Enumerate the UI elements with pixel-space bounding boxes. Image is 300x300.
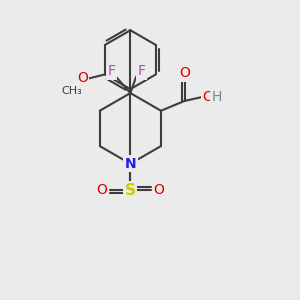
Text: F: F (108, 64, 116, 79)
Text: O: O (153, 183, 164, 197)
Text: O: O (77, 71, 88, 85)
Text: O: O (179, 66, 190, 80)
Text: CH₃: CH₃ (61, 86, 82, 96)
Text: H: H (212, 90, 222, 104)
Text: O: O (202, 90, 214, 104)
Text: O: O (97, 183, 107, 197)
Text: S: S (125, 183, 136, 198)
Text: F: F (137, 64, 145, 79)
Text: N: N (124, 157, 136, 171)
